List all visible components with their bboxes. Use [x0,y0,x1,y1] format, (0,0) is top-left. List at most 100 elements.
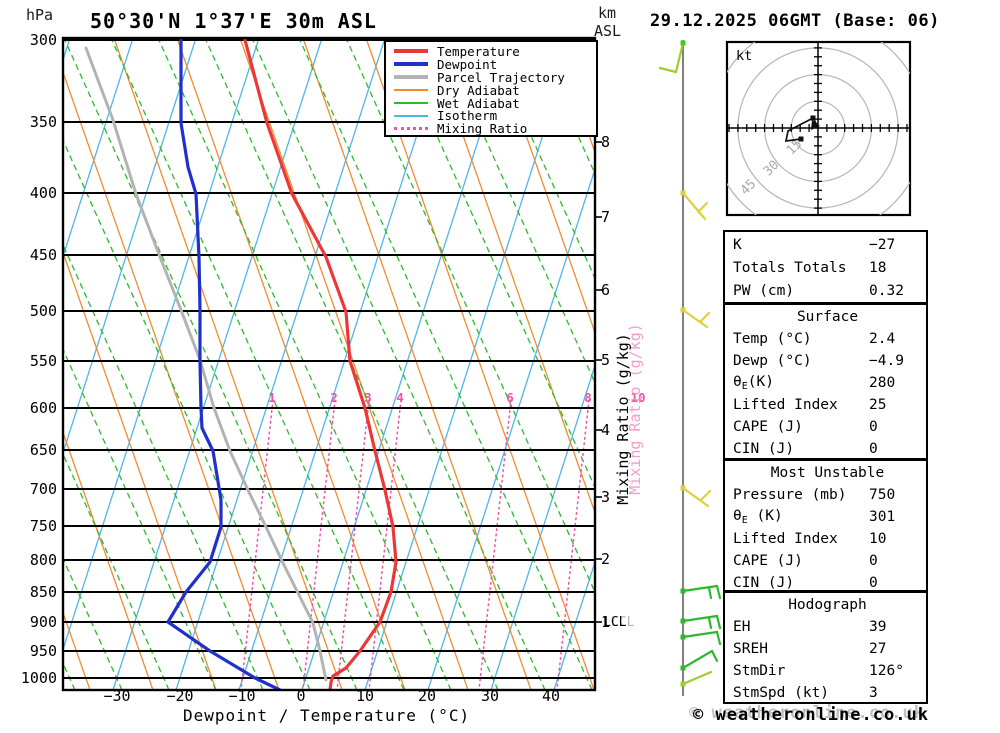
legend-item: Temperature [394,44,590,59]
table-row-label: PW (cm) [733,282,795,299]
table-row-label: CIN (J) [733,575,795,591]
table-row-label: CAPE (J) [733,553,803,569]
pressure-tick-label: 300 [29,31,57,49]
table-row-value: 280 [869,375,896,391]
table-row-value: 750 [869,487,896,503]
svg-text:10: 10 [630,390,645,405]
table-row-value: −4.9 [869,353,904,369]
lcl-label-echo: LCL [611,615,635,630]
table-header: Surface [796,309,859,325]
pressure-tick-label: 400 [29,184,57,202]
wind-barb [680,630,722,646]
lcl-label: LCL [603,615,627,630]
km-tick-label: 2 [601,550,611,568]
hodograph-unit-label: kt [736,48,753,64]
km-tick-label: 5 [601,351,611,369]
profile-curves [84,38,398,690]
table-row-value: −27 [869,236,896,253]
km-tick-label: 8 [601,133,611,151]
km-tick-label: 1 [601,613,611,631]
legend-item: Wet Adiabat [394,95,590,111]
table-row-label: SREH [733,641,768,657]
legend-line-sample-isotherm [394,114,428,117]
pressure-tick-label: 850 [29,583,57,601]
pressure-tick-label: 600 [29,399,57,417]
legend-item: Parcel Trajectory [394,69,590,85]
station-title: 50°30'N 1°37'E 30m ASL [90,9,377,33]
table-row-label: Temp (°C) [733,331,812,347]
wind-barb [680,307,711,329]
pressure-tick-label: 450 [29,246,57,264]
pressure-tick-label: 550 [29,352,57,370]
temperature-tick-label: −20 [166,687,194,705]
table-row-label: θE(K) [733,374,774,392]
table-surface: Surface Temp (°C) 2.4 Dewp (°C) −4.9 θE(K) 280… [723,303,928,460]
legend-line-sample-mixing-ratio [394,127,428,131]
pressure-tick-label: 900 [29,613,57,631]
wind-barb [680,190,709,221]
pressure-tick-label: 750 [29,517,57,535]
table-row: Pressure (mb) 750 [733,484,922,506]
table-row: Temp (°C) 2.4 [733,328,922,350]
mixing-ratio-axis-label: Mixing Ratio (g/kg) [614,333,632,505]
table-row-value: 0 [869,575,878,591]
hodograph-trace [784,116,819,142]
pressure-tick-label: 500 [29,302,57,320]
legend-item: Isotherm [394,108,590,123]
temperature-curve [243,38,398,690]
table-hodograph-stats: Hodograph EH 39 SREH 27 StmDir 126° StmSpd (kt)… [723,591,928,704]
legend-item: Dewpoint [394,57,590,72]
table-row: CAPE (J) 0 [733,416,922,438]
table-row: CAPE (J) 0 [733,550,922,572]
legend-item-label: Parcel Trajectory [437,69,565,85]
temperature-tick-label: −30 [103,687,131,705]
table-row-label: EH [733,619,751,635]
km-tick-label: 6 [601,281,611,299]
parcel-curve [84,46,328,682]
table-row: StmSpd (kt) 3 [733,682,922,704]
km-tick-label: 3 [601,488,611,506]
table-row-label: Pressure (mb) [733,487,847,503]
wind-barb [680,485,712,508]
pressure-tick-label: 350 [29,113,57,131]
pressure-tick-label: 700 [29,480,57,498]
mixing-ratio-lines [240,399,590,690]
legend-item-label: Wet Adiabat [437,95,520,111]
asl-unit-label: ASL [594,22,622,40]
table-row-label: Lifted Index [733,531,838,547]
wind-barb [680,584,722,600]
temperature-tick-label: 0 [296,687,306,705]
pressure-unit-label: hPa [26,6,54,24]
temperature-axis-title: Dewpoint / Temperature (°C) [183,706,471,725]
svg-text:3: 3 [364,390,372,405]
background-grid [63,38,595,690]
table-row: EH 39 [733,616,922,638]
svg-text:8: 8 [584,390,592,405]
table-header: Most Unstable [770,465,885,481]
temperature-tick-label: −10 [228,687,256,705]
legend-line-sample-dewpoint [394,62,428,67]
table-indices: K −27 Totals Totals 18 PW (cm) 0.32 [723,230,928,304]
legend-item-label: Mixing Ratio [437,121,528,137]
datetime-title: 29.12.2025 06GMT (Base: 06) [650,11,940,31]
km-tick-label: 7 [601,208,611,226]
table-row-label: Totals Totals [733,259,847,276]
table-row-value: 126° [869,663,904,679]
temperature-tick-label: 10 [355,687,375,705]
wind-barb [680,614,722,630]
table-row-value: 0 [869,419,878,435]
table-row: θE(K) 280 [733,372,922,394]
pressure-tick-label: 800 [29,551,57,569]
wind-barb [658,40,686,74]
table-row-value: 2.4 [869,331,896,347]
table-row-value: 10 [869,531,887,547]
watermark-echo: © weatheronline.co.uk [689,703,925,723]
table-row: SREH 27 [733,638,922,660]
table-row-value: 0 [869,553,878,569]
wind-barb [680,670,713,687]
table-row: θE (K) 301 [733,506,922,528]
table-row: CIN (J) 0 [733,438,922,460]
